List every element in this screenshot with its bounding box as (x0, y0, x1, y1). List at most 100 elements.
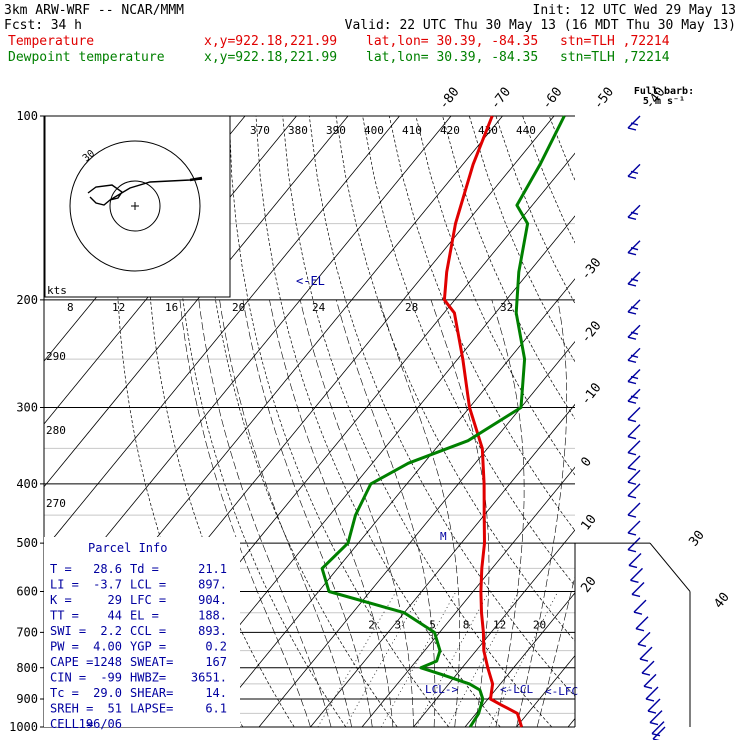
dry-adiabat (629, 116, 740, 727)
mixing-ratio-line (380, 591, 457, 727)
wind-barb-flag (627, 418, 637, 423)
wind-barb-flag (635, 628, 645, 632)
isotherm-label-right: -20 (578, 319, 604, 347)
lcl-marker-left: LCL-> (425, 683, 458, 696)
isotherm-line (44, 116, 400, 551)
parcel-info-cell: 188. (198, 609, 227, 623)
parcel-info-cell: 28.6 (93, 562, 122, 576)
wind-barb-flag (627, 532, 637, 536)
dry-adiabat (202, 116, 398, 727)
wind-barb-flag (627, 435, 637, 440)
parcel-info-cell: Tc = (50, 686, 79, 700)
hodograph-trace-end (189, 176, 203, 182)
wind-barb-flag (627, 311, 637, 315)
isotherm-label-right: 0 (578, 454, 595, 469)
wind-barb-flag (637, 643, 647, 648)
wind-barb-shaft (627, 388, 641, 402)
wind-barb-flag (627, 216, 637, 220)
pressure-label: 1000 (9, 720, 38, 734)
wind-barb-shaft (631, 581, 645, 595)
wind-barb-shaft (627, 483, 641, 497)
wind-barb-shaft (647, 698, 661, 712)
parcel-info-cell: 196/06 (79, 717, 122, 731)
parcel-info-rows: T = 28.6 Td = 21.1 LI = -3.7 LCL = 897. K = 29 LFC… (50, 562, 227, 731)
hodograph-scale-label: 32 (500, 301, 513, 314)
moist-adiabat (491, 299, 525, 727)
dry-adiabat (709, 116, 740, 727)
dry-adiabat (656, 116, 740, 727)
parcel-info-cell: -99 (100, 671, 122, 685)
wind-barb-shaft (651, 721, 665, 735)
parcel-info-cell: 3651. (191, 671, 227, 685)
isotherm-label-right: 40 (711, 590, 732, 612)
hodograph-center (131, 202, 139, 210)
wind-barb-flag (651, 732, 661, 737)
isotherm-line (413, 529, 575, 727)
isotherm-line (516, 655, 575, 727)
dry-adiabat (146, 116, 295, 727)
parcel-info-cell: CAPE = (50, 655, 93, 669)
wind-barb-flag (627, 380, 637, 385)
mixing-ratio-label: 3 (395, 618, 402, 631)
wind-barb-shaft (628, 552, 642, 566)
dry-adiabat (495, 116, 575, 305)
pressure-label: 400 (16, 477, 38, 491)
wind-barb-flag (647, 710, 657, 714)
parcel-info-cell: 167 (205, 655, 227, 669)
wind-barb-flag (643, 685, 653, 690)
wind-barb-flag (627, 467, 637, 471)
wind-barb-flag (645, 698, 655, 702)
parcel-info-cell: 6.1 (205, 702, 227, 716)
wind-barb-flag (630, 211, 639, 215)
wind-barb-shaft (627, 369, 641, 383)
parcel-info-cell: YGP = (130, 640, 166, 654)
lfc-marker: <-LFC (545, 685, 578, 698)
dry-adiabat (603, 116, 740, 727)
pressure-label: 100 (16, 109, 38, 123)
dry-adiabat (683, 116, 740, 727)
parcel-info-bg (44, 537, 240, 727)
mixing-ratio-label: 12 (493, 618, 506, 631)
lcl-marker-right: <-LCL (500, 683, 533, 696)
hodograph-ring-outer (69, 140, 201, 272)
full-barb-label: Full barb: (634, 86, 694, 97)
wind-barb-flag (630, 278, 639, 282)
mixing-ratio-label: 8 (463, 618, 470, 631)
isotherm-line (207, 278, 575, 727)
init-time: Init: 12 UTC Wed 29 May 13 (533, 3, 737, 18)
wind-barb-shaft (627, 537, 641, 551)
isotherm-label-top: -70 (488, 85, 514, 113)
wind-barb-flag (630, 170, 639, 175)
dry-adiabat (415, 116, 575, 476)
wind-barb-flag (627, 514, 637, 518)
pressure-labels: 100 200 300 400 500 600 700 800 900 1000 (9, 109, 38, 734)
pressure-label: 200 (16, 293, 38, 307)
wind-barb-flag (633, 611, 643, 615)
theta-e-label: 280 (46, 424, 66, 437)
parcel-info-cell: SWEAT= (130, 655, 173, 669)
theta-label: 390 (326, 124, 346, 137)
temperature-stn: stn=TLH ,72214 (560, 34, 670, 49)
fcst-value: 34 h (51, 18, 82, 33)
parcel-info-cell: CIN = (50, 671, 86, 685)
parcel-info-cell: LAPSE= (130, 702, 173, 716)
parcel-info-cell: 2.2 (100, 624, 122, 638)
wind-barb-flag (627, 495, 637, 499)
parcel-info-cell: LFC = (130, 593, 166, 607)
mixing-ratio-line (317, 591, 397, 727)
wind-barb-shaft (627, 204, 641, 218)
wind-barb-shaft (627, 424, 641, 438)
wind-barb-shaft (627, 299, 641, 313)
m-marker: M (440, 530, 447, 543)
parcel-info-cell: LCL = (130, 578, 166, 592)
hodograph-scale-label: 24 (312, 301, 326, 314)
el-marker: <-EL (296, 274, 325, 288)
dry-adiabat (308, 116, 575, 697)
theta-label: 420 (440, 124, 460, 137)
wind-barb-flag (627, 175, 637, 180)
dry-adiabat (576, 116, 740, 727)
wind-barb-shaft (652, 726, 666, 740)
dewpoint-xy: x,y=922.18,221.99 (204, 50, 337, 65)
dry-adiabat (522, 116, 575, 244)
